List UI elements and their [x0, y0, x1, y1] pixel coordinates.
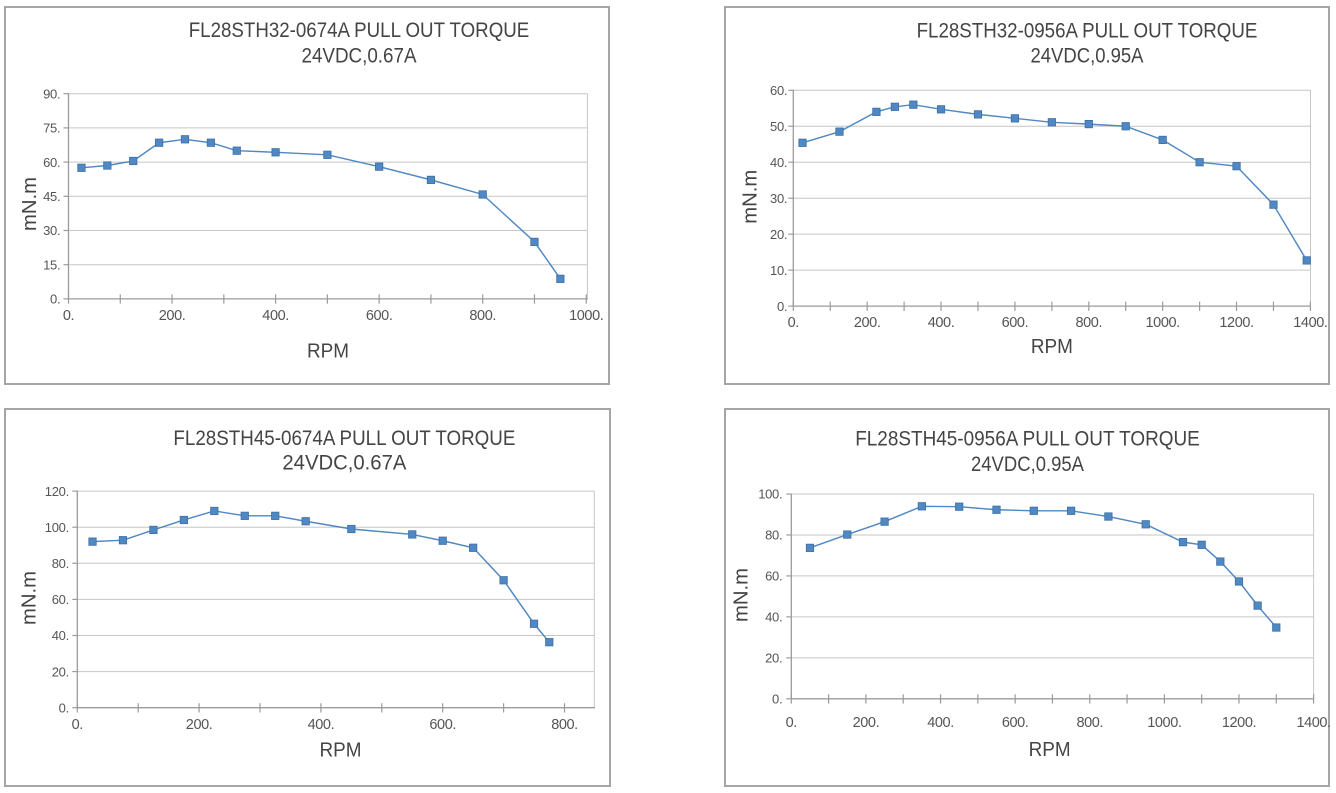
svg-text:400.: 400. — [262, 308, 289, 324]
svg-text:40.: 40. — [765, 610, 782, 625]
svg-text:90.: 90. — [43, 86, 60, 101]
svg-text:600.: 600. — [429, 717, 456, 733]
svg-text:1200.: 1200. — [1219, 315, 1253, 331]
svg-text:mN.m: mN.m — [730, 568, 752, 622]
svg-text:20.: 20. — [770, 227, 787, 242]
svg-text:40.: 40. — [52, 628, 69, 643]
svg-text:1400.: 1400. — [1293, 315, 1327, 331]
svg-text:1000.: 1000. — [1146, 315, 1180, 331]
svg-text:FL28STH32-0674A PULL OUT TORQU: FL28STH32-0674A PULL OUT TORQUE — [189, 19, 530, 42]
svg-text:100.: 100. — [758, 487, 782, 502]
svg-text:FL28STH45-0956A PULL OUT TORQU: FL28STH45-0956A PULL OUT TORQUE — [855, 428, 1200, 451]
svg-text:200.: 200. — [853, 715, 880, 731]
svg-text:mN.m: mN.m — [19, 177, 41, 231]
svg-text:30.: 30. — [43, 223, 60, 238]
svg-text:0.: 0. — [72, 717, 83, 733]
svg-text:100.: 100. — [45, 520, 69, 535]
svg-text:60.: 60. — [52, 592, 69, 607]
svg-text:20.: 20. — [765, 651, 782, 666]
svg-text:800.: 800. — [551, 717, 578, 733]
svg-text:1200.: 1200. — [1222, 715, 1256, 731]
svg-text:600.: 600. — [1002, 715, 1029, 731]
svg-text:40.: 40. — [770, 155, 787, 170]
svg-text:0.: 0. — [786, 715, 797, 731]
svg-text:20.: 20. — [52, 664, 69, 679]
svg-text:mN.m: mN.m — [18, 571, 40, 625]
svg-text:0.: 0. — [772, 692, 782, 707]
svg-text:600.: 600. — [366, 308, 393, 324]
svg-text:120.: 120. — [45, 484, 69, 499]
svg-text:600.: 600. — [1002, 315, 1029, 331]
svg-text:1400.: 1400. — [1296, 715, 1330, 731]
svg-text:RPM: RPM — [320, 740, 362, 762]
svg-text:0.: 0. — [50, 292, 60, 307]
svg-text:200.: 200. — [186, 717, 213, 733]
svg-text:60.: 60. — [765, 569, 782, 584]
svg-text:0.: 0. — [788, 315, 799, 331]
svg-text:800.: 800. — [1076, 715, 1103, 731]
svg-text:45.: 45. — [43, 189, 60, 204]
svg-text:15.: 15. — [43, 257, 60, 272]
svg-text:0.: 0. — [63, 308, 74, 324]
svg-text:24VDC,0.67A: 24VDC,0.67A — [282, 452, 406, 475]
svg-text:80.: 80. — [52, 556, 69, 571]
svg-text:30.: 30. — [770, 191, 787, 206]
svg-text:mN.m: mN.m — [739, 170, 761, 224]
svg-text:0.: 0. — [777, 299, 787, 314]
svg-text:1000.: 1000. — [1147, 715, 1181, 731]
svg-text:400.: 400. — [928, 315, 955, 331]
svg-text:FL28STH32-0956A PULL OUT TORQU: FL28STH32-0956A PULL OUT TORQUE — [917, 20, 1258, 43]
svg-text:50.: 50. — [770, 119, 787, 134]
svg-text:400.: 400. — [308, 717, 335, 733]
svg-text:RPM: RPM — [1031, 336, 1073, 358]
svg-text:800.: 800. — [1075, 315, 1102, 331]
svg-text:80.: 80. — [765, 528, 782, 543]
svg-text:200.: 200. — [854, 315, 881, 331]
svg-text:RPM: RPM — [307, 340, 349, 362]
svg-text:RPM: RPM — [1029, 739, 1071, 761]
svg-text:FL28STH45-0674A PULL OUT TORQU: FL28STH45-0674A PULL OUT TORQUE — [173, 427, 515, 450]
svg-text:1000.: 1000. — [569, 308, 603, 324]
svg-text:10.: 10. — [770, 263, 787, 278]
svg-text:400.: 400. — [927, 715, 954, 731]
svg-text:24VDC,0.67A: 24VDC,0.67A — [302, 44, 417, 67]
svg-text:24VDC,0.95A: 24VDC,0.95A — [1031, 45, 1144, 68]
svg-text:60.: 60. — [43, 155, 60, 170]
svg-text:800.: 800. — [469, 308, 496, 324]
svg-text:75.: 75. — [43, 121, 60, 136]
svg-text:200.: 200. — [159, 308, 186, 324]
svg-text:0.: 0. — [59, 700, 69, 715]
svg-text:60.: 60. — [770, 83, 787, 98]
svg-text:24VDC,0.95A: 24VDC,0.95A — [971, 453, 1084, 476]
